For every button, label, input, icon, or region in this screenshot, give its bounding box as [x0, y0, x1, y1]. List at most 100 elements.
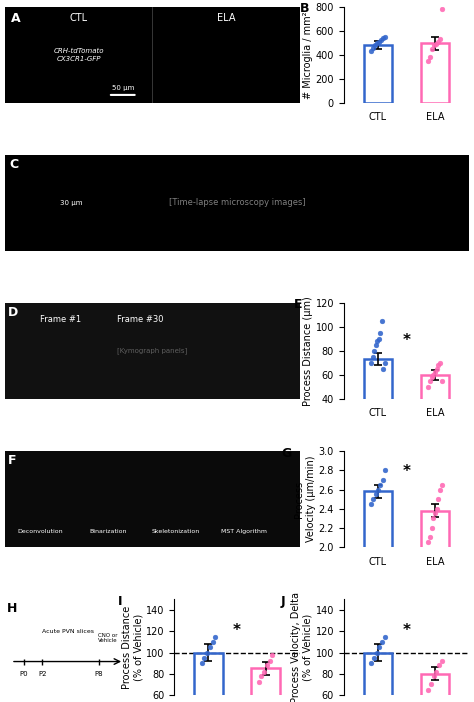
Text: E: E	[293, 298, 302, 312]
Y-axis label: Process Distance
(% of Vehicle): Process Distance (% of Vehicle)	[122, 606, 143, 689]
Point	[377, 35, 385, 46]
Text: Deconvolution: Deconvolution	[18, 529, 63, 534]
Y-axis label: Process Velocity, Delta
(% of Vehicle): Process Velocity, Delta (% of Vehicle)	[291, 592, 313, 702]
Point	[372, 489, 380, 500]
Point	[370, 494, 377, 505]
Point	[426, 376, 434, 387]
Point	[211, 631, 219, 642]
Point	[433, 666, 440, 677]
Point	[426, 531, 434, 543]
Point	[432, 39, 440, 50]
Point	[370, 345, 378, 357]
Text: I: I	[118, 595, 122, 608]
Bar	[421, 44, 449, 102]
Point	[381, 32, 389, 43]
Point	[198, 658, 205, 669]
Text: [Time-lapse microscopy images]: [Time-lapse microscopy images]	[169, 199, 305, 207]
Point	[374, 336, 381, 347]
Point	[424, 55, 432, 67]
Text: B: B	[300, 2, 309, 15]
Point	[255, 677, 263, 688]
Text: Skeletonization: Skeletonization	[152, 529, 200, 534]
Point	[435, 359, 442, 371]
Point	[435, 660, 443, 671]
Text: 30 μm: 30 μm	[61, 200, 83, 206]
Point	[203, 647, 211, 658]
Point	[428, 522, 436, 534]
Text: *: *	[402, 623, 410, 638]
Point	[258, 670, 265, 682]
Point	[376, 479, 384, 491]
Point	[263, 660, 271, 671]
Bar	[421, 375, 449, 446]
Point	[370, 652, 378, 663]
Text: C: C	[9, 158, 18, 171]
Text: 50 μm: 50 μm	[111, 85, 134, 91]
Point	[433, 503, 440, 515]
Point	[431, 367, 439, 378]
Point	[379, 475, 386, 486]
Point	[426, 51, 434, 62]
Text: G: G	[281, 446, 291, 460]
Bar	[364, 653, 392, 702]
Point	[428, 44, 436, 55]
Y-axis label: # Microglia / mm²: # Microglia / mm²	[303, 11, 313, 98]
Text: P2: P2	[38, 671, 46, 677]
Point	[378, 315, 385, 326]
Point	[379, 32, 387, 44]
Point	[434, 36, 442, 47]
Point	[437, 357, 444, 369]
Text: MST Algorithm: MST Algorithm	[221, 529, 267, 534]
Bar	[194, 653, 223, 702]
Text: A: A	[10, 12, 20, 25]
Point	[381, 357, 389, 369]
Point	[369, 42, 377, 53]
Point	[375, 642, 383, 653]
Point	[438, 479, 446, 491]
Point	[424, 684, 432, 695]
Point	[381, 465, 389, 476]
Point	[367, 658, 375, 669]
Point	[206, 642, 214, 653]
Point	[201, 652, 208, 663]
Bar	[364, 359, 392, 446]
Point	[373, 37, 381, 48]
Text: *: *	[233, 623, 241, 638]
Point	[375, 333, 383, 345]
Point	[371, 39, 379, 51]
Point	[374, 484, 382, 495]
Text: H: H	[7, 602, 18, 615]
Point	[435, 494, 442, 505]
Bar	[421, 674, 449, 702]
Y-axis label: Process
Velocity (μm/min): Process Velocity (μm/min)	[294, 456, 316, 543]
Point	[424, 536, 432, 548]
Bar	[421, 510, 449, 702]
Text: Binarization: Binarization	[89, 529, 127, 534]
Point	[369, 352, 376, 363]
Point	[438, 656, 446, 667]
Point	[438, 4, 446, 15]
Point	[266, 656, 273, 667]
Point	[430, 39, 438, 51]
Point	[260, 666, 268, 677]
Point	[427, 679, 435, 690]
Point	[429, 512, 437, 524]
Point	[433, 364, 440, 375]
Text: [Kymograph panels]: [Kymograph panels]	[117, 347, 187, 355]
Text: *: *	[402, 333, 410, 347]
Point	[436, 34, 444, 45]
Point	[429, 369, 437, 380]
Text: P8: P8	[95, 671, 103, 677]
Text: D: D	[8, 306, 18, 319]
Point	[209, 636, 216, 647]
Point	[430, 670, 438, 682]
Bar	[364, 491, 392, 702]
Point	[375, 36, 383, 47]
Point	[380, 364, 387, 375]
Text: J: J	[281, 595, 285, 608]
Text: ELA: ELA	[217, 13, 235, 23]
Point	[367, 498, 375, 510]
Point	[269, 649, 276, 661]
Point	[373, 647, 380, 658]
Point	[424, 381, 432, 392]
